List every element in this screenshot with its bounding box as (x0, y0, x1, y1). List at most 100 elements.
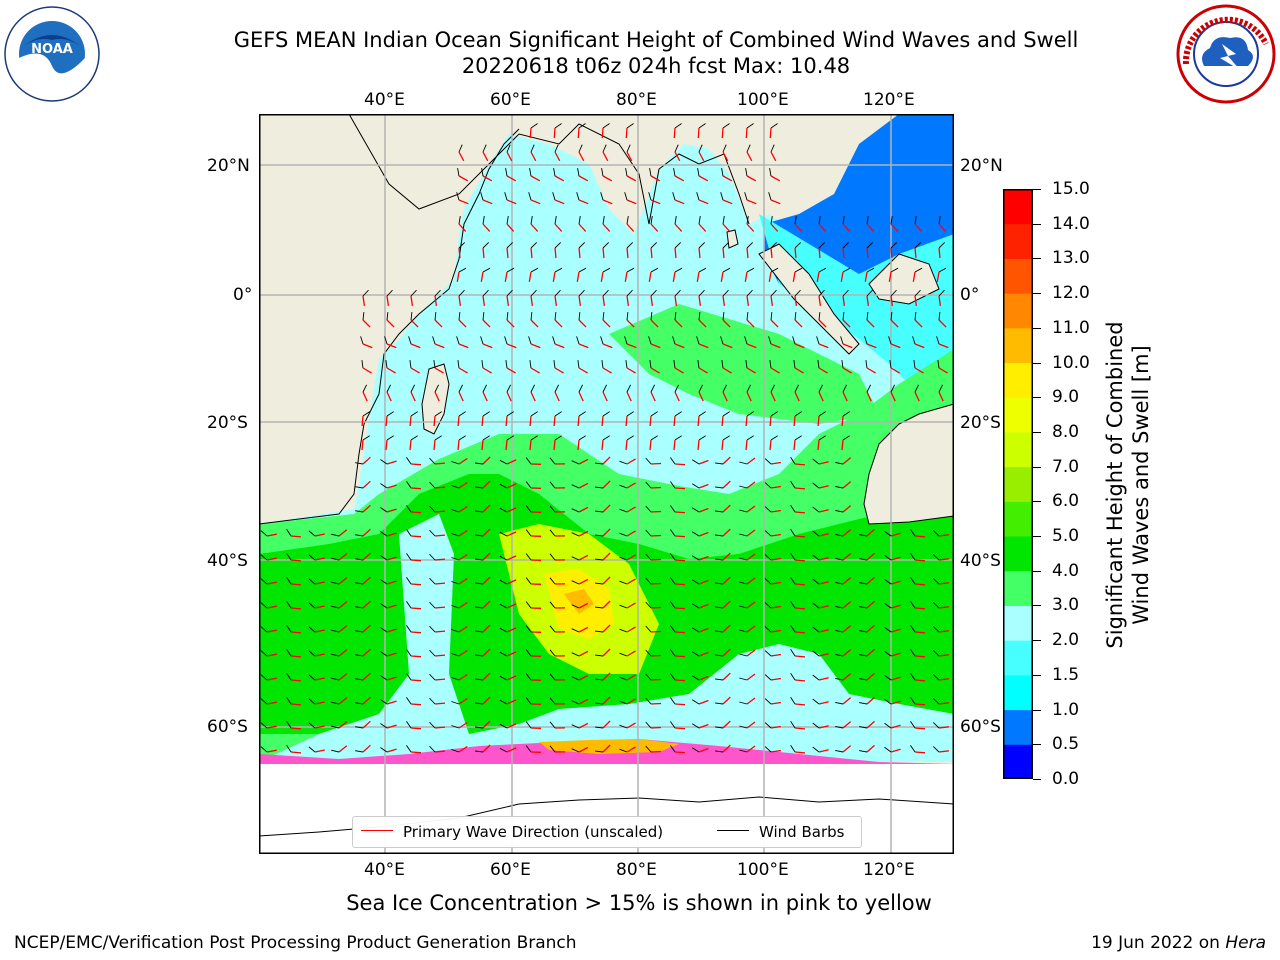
sea-ice-note: Sea Ice Concentration > 15% is shown in … (346, 891, 932, 915)
wave-arrow (842, 457, 852, 465)
wind-barb (571, 580, 580, 585)
wind-barb (619, 628, 628, 633)
wind-barb (626, 435, 634, 441)
wind-barb (355, 606, 364, 609)
wind-barb (571, 748, 580, 753)
wave-arrow (842, 481, 852, 489)
wave-arrow (362, 319, 371, 328)
wind-barb (475, 558, 484, 561)
lat-left-20s: 20°S (207, 413, 248, 433)
wave-arrow (602, 576, 611, 585)
wind-barb (355, 702, 364, 705)
wind-barb (475, 510, 484, 513)
wave-arrow (649, 439, 652, 451)
wind-barb (549, 529, 556, 537)
wave-arrow (458, 529, 468, 537)
wave-arrow (890, 367, 900, 374)
wind-barb (938, 242, 946, 249)
wind-barb (380, 531, 388, 537)
wind-barb (260, 626, 268, 633)
wave-arrow (626, 343, 637, 349)
wind-barb (380, 747, 388, 753)
wind-barb (890, 289, 897, 297)
wave-arrow (842, 367, 852, 374)
colorbar-tick-label: 8.0 (1052, 421, 1080, 442)
wave-arrow (770, 199, 781, 205)
wave-arrow (890, 604, 901, 609)
wind-barb (286, 721, 292, 729)
wave-arrow (410, 607, 422, 610)
wind-barb (429, 697, 436, 705)
wind-barb (406, 673, 412, 681)
wave-arrow (529, 127, 532, 139)
wind-barb (790, 457, 796, 465)
wave-arrow (386, 460, 397, 465)
wave-arrow (674, 655, 686, 658)
wave-arrow (697, 415, 700, 427)
wave-arrow (818, 629, 829, 633)
wave-arrow (770, 605, 781, 609)
wave-arrow (650, 319, 659, 328)
wind-barb (835, 485, 844, 489)
wind-barb (720, 336, 724, 345)
wind-barb (429, 745, 436, 753)
wave-arrow (888, 271, 892, 282)
wave-arrow (914, 343, 925, 349)
wave-arrow (602, 624, 611, 633)
wind-barb (698, 242, 706, 249)
wave-arrow (458, 601, 468, 609)
wave-arrow (362, 648, 371, 657)
wave-arrow (769, 127, 772, 139)
wave-arrow (914, 751, 926, 754)
wind-barb (691, 531, 700, 537)
wind-barb (715, 606, 724, 609)
wind-barb (331, 749, 340, 753)
wave-arrow (338, 745, 348, 753)
wave-arrow (602, 319, 611, 328)
wind-barb (505, 168, 508, 177)
wave-arrow (722, 480, 731, 489)
wind-barb (626, 384, 632, 393)
wind-barb (722, 216, 725, 225)
wave-arrow (482, 391, 488, 402)
wave-arrow (553, 439, 556, 451)
wave-arrow (890, 247, 893, 258)
wind-barb (475, 486, 484, 489)
wind-barb (645, 745, 652, 753)
wind-barb (746, 216, 749, 225)
wind-barb (602, 384, 608, 393)
wind-barb (670, 673, 676, 681)
wave-arrow (338, 577, 348, 585)
wave-arrow (506, 391, 512, 402)
wave-arrow (458, 721, 468, 729)
wave-arrow (529, 439, 532, 451)
wind-barb (739, 581, 748, 585)
wave-arrow (842, 319, 851, 328)
colorbar-tick-label: 4.0 (1052, 560, 1080, 581)
wave-arrow (722, 648, 731, 657)
wave-arrow (866, 576, 875, 585)
wind-barb (595, 654, 604, 657)
wave-arrow (290, 655, 302, 658)
wind-barb (619, 604, 628, 609)
wind-barb (380, 675, 388, 681)
wind-barb (602, 123, 610, 129)
wave-arrow (722, 199, 733, 205)
wave-arrow (722, 456, 731, 465)
wave-arrow (650, 582, 662, 585)
wind-barb (912, 336, 916, 345)
wave-arrow (385, 415, 388, 427)
wind-barb (499, 459, 508, 465)
lat-left-60s: 60°S (207, 717, 248, 737)
wave-arrow (794, 703, 806, 706)
wind-barb (601, 360, 604, 369)
wave-arrow (842, 649, 852, 657)
wave-arrow (410, 463, 422, 466)
wind-barb (932, 626, 940, 633)
wave-arrow (842, 343, 853, 349)
wave-arrow (697, 439, 700, 451)
wind-barb (859, 606, 868, 609)
wind-barb (308, 746, 316, 753)
wave-arrow (842, 223, 851, 232)
wave-arrow (266, 605, 277, 609)
